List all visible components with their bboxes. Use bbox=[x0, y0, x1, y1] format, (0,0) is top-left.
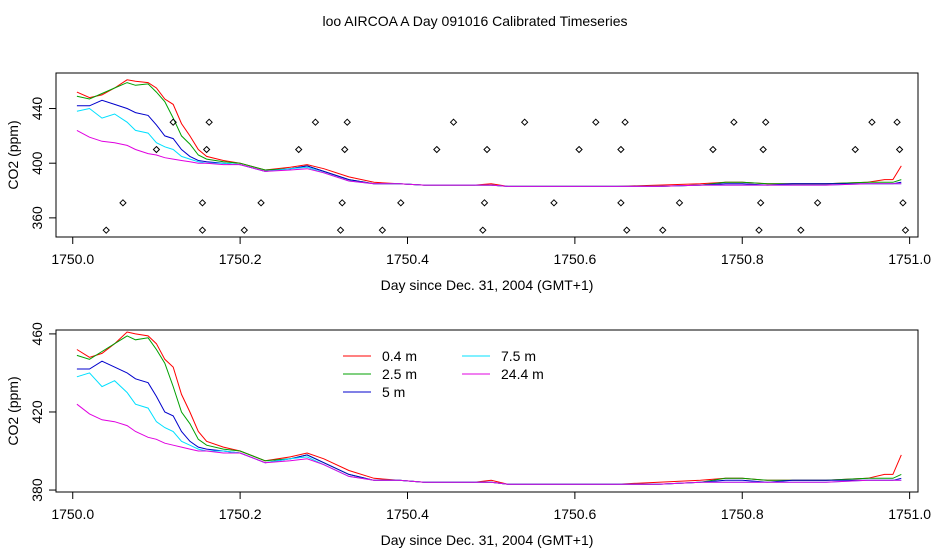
diamond-point bbox=[617, 199, 625, 207]
series-line bbox=[76, 129, 902, 187]
diamond-point bbox=[868, 118, 876, 126]
y-tick-label: 420 bbox=[29, 400, 45, 424]
x-tick-label: 1751.0 bbox=[888, 506, 931, 522]
diamond-point bbox=[198, 199, 207, 207]
diamond-point bbox=[520, 118, 529, 126]
diamond-point bbox=[152, 145, 161, 154]
x-tick-label: 1750.0 bbox=[51, 506, 94, 522]
diamond-point bbox=[592, 118, 600, 126]
diamond-point bbox=[483, 145, 491, 154]
diamond-point bbox=[343, 118, 351, 126]
x-tick-label: 1750.2 bbox=[219, 251, 262, 267]
x-tick-label: 1750.8 bbox=[721, 506, 764, 522]
diamond-point bbox=[797, 226, 805, 234]
diamond-point bbox=[895, 145, 904, 154]
diamond-point bbox=[202, 145, 211, 154]
diamond-point bbox=[617, 145, 625, 154]
diamond-point bbox=[759, 145, 767, 154]
series-line bbox=[76, 79, 902, 187]
y-axis-label: CO2 (ppm) bbox=[5, 120, 21, 189]
diamond-point bbox=[621, 118, 629, 126]
figure-title: loo AIRCOA A Day 091016 Calibrated Times… bbox=[322, 13, 627, 29]
diamond-point bbox=[433, 145, 441, 154]
series-line bbox=[76, 335, 902, 485]
diamond-point bbox=[338, 199, 346, 207]
diamond-point bbox=[550, 199, 558, 207]
diamond-point bbox=[851, 145, 859, 154]
series-line bbox=[76, 99, 902, 187]
series-line bbox=[76, 360, 902, 485]
diamond-point bbox=[205, 118, 213, 126]
series-line bbox=[76, 403, 902, 485]
diamond-point bbox=[893, 118, 901, 126]
x-tick-label: 1750.6 bbox=[553, 506, 596, 522]
x-axis-label: Day since Dec. 31, 2004 (GMT+1) bbox=[381, 532, 594, 548]
diamond-point bbox=[119, 199, 127, 207]
y-tick-label: 380 bbox=[29, 478, 45, 502]
x-tick-label: 1750.4 bbox=[386, 506, 429, 522]
series-line bbox=[76, 372, 902, 485]
diamond-point bbox=[899, 199, 907, 207]
diamond-point bbox=[240, 226, 249, 234]
chart-panel-bottom: 1750.0 1750.2 1750.4 1750.6 1750.8 1751.0 380 4… bbox=[5, 322, 931, 548]
diamond-point bbox=[709, 145, 717, 154]
diamond-point bbox=[102, 226, 110, 234]
legend-label: 2.5 m bbox=[382, 366, 417, 382]
diamond-point bbox=[901, 226, 910, 234]
diamond-point bbox=[311, 118, 320, 126]
series-line bbox=[76, 107, 902, 187]
diamond-point bbox=[813, 199, 822, 207]
chart-panel-top: 1750.0 1750.2 1750.4 1750.6 1750.8 1751.0 360 4… bbox=[5, 72, 931, 293]
x-tick-label: 1750.4 bbox=[386, 251, 429, 267]
diamond-point bbox=[675, 199, 684, 207]
diamond-point bbox=[756, 199, 765, 207]
legend-label: 5 m bbox=[382, 384, 405, 400]
diamond-point bbox=[198, 226, 207, 234]
x-tick-label: 1750.8 bbox=[721, 251, 764, 267]
series-line bbox=[76, 331, 902, 485]
series-line bbox=[76, 82, 902, 187]
diamond-point bbox=[378, 226, 387, 234]
y-axis-label: CO2 (ppm) bbox=[5, 376, 21, 445]
legend-label: 24.4 m bbox=[501, 366, 544, 382]
diamond-point bbox=[730, 118, 738, 126]
diamond-point bbox=[575, 145, 583, 154]
x-tick-label: 1750.2 bbox=[219, 506, 262, 522]
legend-label: 7.5 m bbox=[501, 348, 536, 364]
diamond-point bbox=[659, 226, 667, 234]
diamond-point bbox=[397, 199, 405, 207]
plot-frame bbox=[55, 72, 919, 238]
x-tick-label: 1750.0 bbox=[51, 251, 94, 267]
diamond-point bbox=[257, 199, 265, 207]
plot-frame bbox=[55, 329, 919, 493]
y-tick-label: 360 bbox=[29, 206, 45, 230]
legend-label: 0.4 m bbox=[382, 348, 417, 364]
diamond-point bbox=[449, 118, 458, 126]
diamond-point bbox=[294, 145, 303, 154]
x-tick-label: 1751.0 bbox=[888, 251, 931, 267]
x-tick-label: 1750.6 bbox=[553, 251, 596, 267]
diamond-point bbox=[623, 226, 631, 234]
diamond-point bbox=[341, 145, 349, 154]
diamond-point bbox=[336, 226, 345, 234]
y-tick-label: 440 bbox=[29, 97, 45, 121]
y-tick-label: 400 bbox=[29, 151, 45, 175]
diamond-point bbox=[755, 226, 763, 234]
diamond-point bbox=[480, 199, 489, 207]
diamond-point bbox=[169, 118, 177, 126]
x-axis-label: Day since Dec. 31, 2004 (GMT+1) bbox=[381, 277, 594, 293]
diamond-point bbox=[761, 118, 770, 126]
y-tick-label: 460 bbox=[29, 322, 45, 346]
diamond-point bbox=[479, 226, 487, 234]
